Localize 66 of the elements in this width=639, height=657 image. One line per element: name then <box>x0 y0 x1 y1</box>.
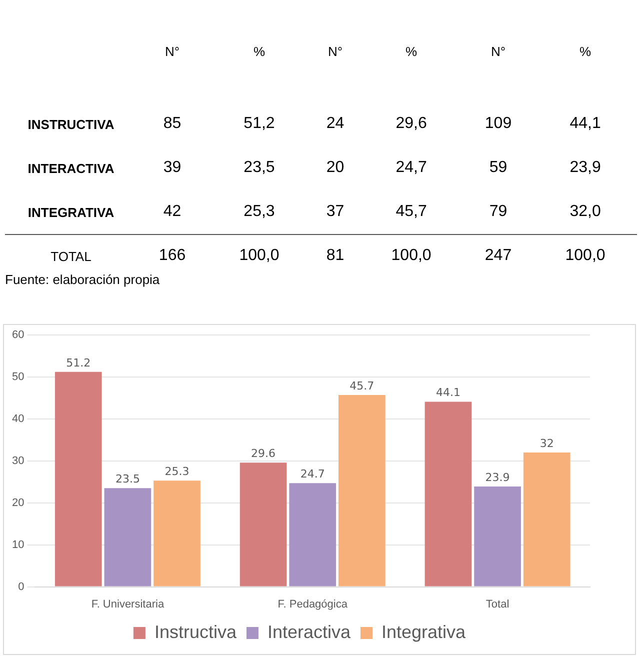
bar <box>54 372 102 586</box>
bar <box>523 452 570 586</box>
text: N° <box>164 42 181 60</box>
text: N° <box>326 42 344 60</box>
text: 100,0 <box>208 234 311 277</box>
bar <box>289 483 336 586</box>
data-label: 44.1 <box>436 386 460 400</box>
data-label: 32 <box>540 436 554 450</box>
text: N° <box>490 42 507 60</box>
text: 32,0 <box>568 202 602 222</box>
y-tick-label: 40 <box>12 412 24 425</box>
bar <box>104 488 152 586</box>
text: % <box>252 42 266 60</box>
y-tick-label: 10 <box>12 538 24 551</box>
source-note: Fuente: elaboración propia <box>5 272 160 287</box>
text: % <box>578 42 592 60</box>
text: 85 <box>162 114 182 134</box>
text: 37 <box>325 202 346 222</box>
text: % <box>404 42 418 60</box>
bar <box>240 462 287 586</box>
data-label: 25.3 <box>164 464 190 478</box>
data-label: 23.9 <box>485 470 510 484</box>
text: 20 <box>325 158 346 178</box>
text: 100,0 <box>360 234 463 277</box>
text: 79 <box>488 202 508 222</box>
text: TOTAL <box>50 248 92 264</box>
y-tick-label: 60 <box>12 329 24 342</box>
text: 81 <box>310 234 360 277</box>
legend-label: Interactiva <box>267 622 352 642</box>
y-tick-label: 0 <box>18 580 24 593</box>
text: 100,0 <box>534 234 637 277</box>
legend-label: Instructiva <box>154 622 238 642</box>
data-label: 45.7 <box>350 379 374 392</box>
text: 42 <box>162 202 182 222</box>
text: INTEGRATIVA <box>26 204 116 222</box>
x-tick-label: F. Universitaria <box>91 598 165 610</box>
x-tick-label: Total <box>486 598 510 610</box>
data-label: 51.2 <box>66 356 91 370</box>
y-tick-label: 30 <box>12 454 24 467</box>
text: 247 <box>462 234 534 277</box>
text: 51,2 <box>242 114 276 134</box>
text: 23,5 <box>242 158 276 178</box>
text: 39 <box>162 158 182 178</box>
text: 44,1 <box>568 114 602 134</box>
text: 45,7 <box>394 202 428 222</box>
text: 24,7 <box>394 158 428 178</box>
data-label: 24.7 <box>300 468 325 480</box>
text: 166 <box>158 247 186 264</box>
y-tick-label: 20 <box>12 496 24 509</box>
text: 59 <box>488 158 508 178</box>
bar <box>424 402 472 586</box>
bar <box>154 480 200 586</box>
data-label: 23.5 <box>115 472 140 486</box>
text: INSTRUCTIVA <box>26 116 116 134</box>
text: 29,6 <box>394 114 428 134</box>
y-tick-label: 50 <box>12 371 24 383</box>
legend-label: Integrativa <box>382 622 467 642</box>
text: INTERACTIVA <box>26 160 116 178</box>
data-label: 29.6 <box>251 446 276 460</box>
bar <box>474 486 521 586</box>
text: 23,9 <box>568 158 602 178</box>
x-tick-label: F. Pedagógica <box>278 598 348 610</box>
text: 25,3 <box>242 202 276 222</box>
bar <box>338 395 386 586</box>
text: 109 <box>484 114 513 134</box>
text: 24 <box>325 114 346 134</box>
